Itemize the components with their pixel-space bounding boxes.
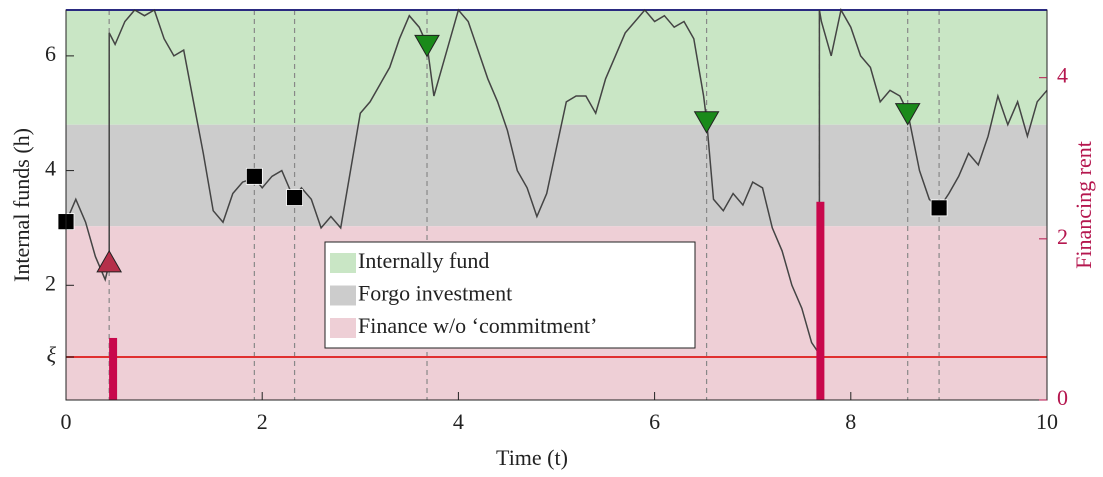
x-tick-label: 10	[1036, 409, 1058, 434]
y2-axis-label: Financing rent	[1071, 141, 1096, 269]
triangle-down-marker	[414, 34, 440, 58]
y2-tick-label: 2	[1057, 224, 1068, 249]
x-axis-label: Time (t)	[496, 445, 568, 470]
legend-swatch	[330, 285, 356, 306]
legend-label: Finance w/o ‘commitment’	[358, 313, 598, 338]
x-tick-label: 8	[845, 409, 856, 434]
x-tick-label: 2	[257, 409, 268, 434]
legend-label: Forgo investment	[358, 281, 512, 306]
region	[66, 10, 1047, 125]
region	[66, 124, 1047, 227]
y-tick-label: 2	[45, 270, 56, 295]
y-tick-label: 6	[45, 41, 56, 66]
plot-frame	[65, 9, 1048, 401]
legend-swatch	[330, 318, 356, 338]
funds-path	[65, 7, 1048, 357]
triangle-down-marker	[894, 103, 921, 126]
legend-swatch	[330, 253, 356, 273]
y-tick-label: 4	[45, 156, 56, 181]
legend-box	[324, 241, 696, 349]
square-marker	[930, 199, 948, 217]
x-tick-label: 0	[61, 409, 72, 434]
x-tick-label: 4	[453, 409, 464, 434]
y-axis-label: Internal funds (h)	[9, 128, 34, 282]
x-tick-label: 6	[649, 409, 660, 434]
bar	[109, 337, 118, 400]
y-tick-label: ξ	[47, 342, 57, 367]
square-marker	[286, 189, 303, 206]
triangle-down-marker	[693, 111, 720, 134]
triangle-up-marker	[96, 249, 123, 273]
y2-tick-label: 0	[1057, 385, 1068, 410]
legend-label: Internally fund	[358, 248, 489, 273]
square-marker	[245, 167, 263, 185]
y2-tick-label: 4	[1057, 63, 1068, 88]
bar	[816, 201, 825, 400]
